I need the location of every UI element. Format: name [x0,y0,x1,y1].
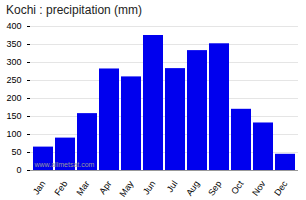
svg-text:Apr: Apr [97,179,113,196]
svg-text:250: 250 [6,75,21,85]
svg-text:150: 150 [6,111,21,121]
svg-text:350: 350 [6,39,21,49]
html-text:Kochi : precipitation (mm): Kochi : precipitation (mm) [6,3,142,17]
svg-text:0: 0 [16,165,21,175]
svg-text:Jul: Jul [165,179,180,194]
svg-text:Aug: Aug [184,179,201,198]
svg-text:50: 50 [11,147,21,157]
svg-text:May: May [118,178,136,198]
svg-text:Dec: Dec [272,178,290,197]
svg-text:100: 100 [6,129,21,139]
svg-text:Sep: Sep [206,179,223,198]
svg-text:300: 300 [6,57,21,67]
svg-text:Jun: Jun [141,179,158,197]
svg-text:400: 400 [6,21,21,31]
svg-text:Oct: Oct [229,178,246,196]
svg-text:Nov: Nov [250,178,268,197]
svg-text:Mar: Mar [74,179,91,197]
svg-text:200: 200 [6,93,21,103]
svg-text:Jan: Jan [31,179,48,197]
svg-text:Feb: Feb [52,179,69,197]
svg-text:www.allmetsat.com: www.allmetsat.com [34,161,95,168]
